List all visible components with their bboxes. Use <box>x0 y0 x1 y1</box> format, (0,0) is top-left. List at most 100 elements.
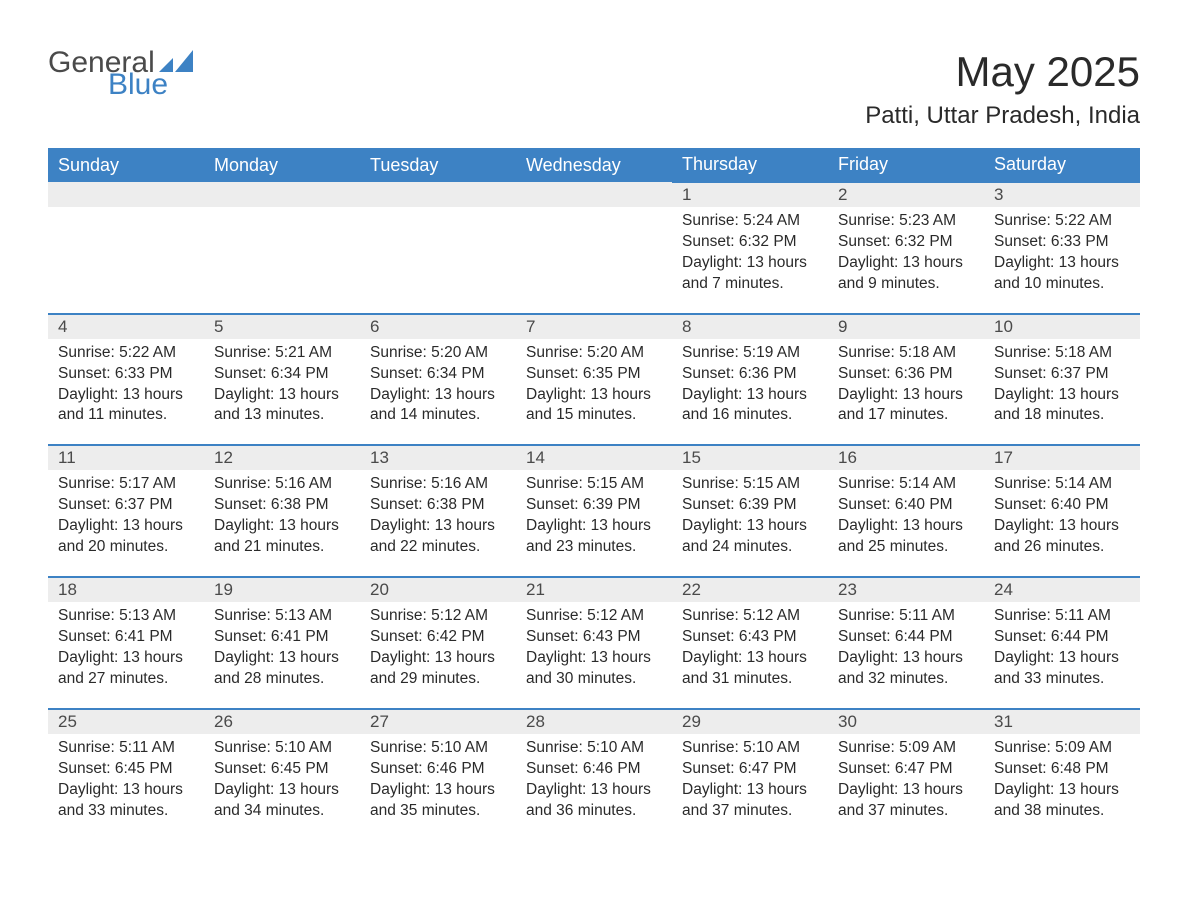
sunset-line: Sunset: 6:45 PM <box>214 759 350 780</box>
sunrise-line: Sunrise: 5:20 AM <box>370 343 506 364</box>
daylight-line: Daylight: 13 hours and 28 minutes. <box>214 648 350 690</box>
sunrise-line: Sunrise: 5:10 AM <box>370 738 506 759</box>
sunset-line: Sunset: 6:40 PM <box>838 495 974 516</box>
day-number-cell: 16 <box>828 445 984 470</box>
day-header: Thursday <box>672 148 828 182</box>
day-details-cell: Sunrise: 5:21 AMSunset: 6:34 PMDaylight:… <box>204 339 360 446</box>
day-number-cell <box>360 182 516 207</box>
sunrise-line: Sunrise: 5:14 AM <box>994 474 1130 495</box>
day-number-cell: 18 <box>48 577 204 602</box>
day-number-cell: 10 <box>984 314 1140 339</box>
sunrise-line: Sunrise: 5:20 AM <box>526 343 662 364</box>
day-number-cell: 6 <box>360 314 516 339</box>
sunrise-line: Sunrise: 5:22 AM <box>994 211 1130 232</box>
daylight-line: Daylight: 13 hours and 23 minutes. <box>526 516 662 558</box>
daylight-line: Daylight: 13 hours and 27 minutes. <box>58 648 194 690</box>
daylight-line: Daylight: 13 hours and 38 minutes. <box>994 780 1130 822</box>
sunset-line: Sunset: 6:33 PM <box>58 364 194 385</box>
sunrise-line: Sunrise: 5:17 AM <box>58 474 194 495</box>
day-number-cell: 5 <box>204 314 360 339</box>
daylight-line: Daylight: 13 hours and 33 minutes. <box>994 648 1130 690</box>
day-number-cell: 28 <box>516 709 672 734</box>
sunrise-line: Sunrise: 5:14 AM <box>838 474 974 495</box>
day-number-cell: 4 <box>48 314 204 339</box>
daylight-line: Daylight: 13 hours and 16 minutes. <box>682 385 818 427</box>
day-number-cell: 11 <box>48 445 204 470</box>
sunrise-line: Sunrise: 5:18 AM <box>994 343 1130 364</box>
title-block: May 2025 Patti, Uttar Pradesh, India <box>865 48 1140 130</box>
sunrise-line: Sunrise: 5:24 AM <box>682 211 818 232</box>
day-number-cell: 22 <box>672 577 828 602</box>
sunrise-line: Sunrise: 5:23 AM <box>838 211 974 232</box>
day-details-cell: Sunrise: 5:10 AMSunset: 6:47 PMDaylight:… <box>672 734 828 840</box>
day-details-cell: Sunrise: 5:23 AMSunset: 6:32 PMDaylight:… <box>828 207 984 314</box>
day-details-cell: Sunrise: 5:12 AMSunset: 6:43 PMDaylight:… <box>516 602 672 709</box>
day-number-cell: 13 <box>360 445 516 470</box>
sunrise-line: Sunrise: 5:11 AM <box>58 738 194 759</box>
details-row: Sunrise: 5:13 AMSunset: 6:41 PMDaylight:… <box>48 602 1140 709</box>
sunset-line: Sunset: 6:33 PM <box>994 232 1130 253</box>
daynum-row: 25262728293031 <box>48 709 1140 734</box>
sunset-line: Sunset: 6:38 PM <box>370 495 506 516</box>
calendar-table: Sunday Monday Tuesday Wednesday Thursday… <box>48 148 1140 839</box>
month-title: May 2025 <box>865 48 1140 96</box>
sunset-line: Sunset: 6:39 PM <box>526 495 662 516</box>
sunrise-line: Sunrise: 5:16 AM <box>214 474 350 495</box>
sunset-line: Sunset: 6:43 PM <box>682 627 818 648</box>
brand-logo: General Blue <box>48 48 193 100</box>
daylight-line: Daylight: 13 hours and 21 minutes. <box>214 516 350 558</box>
day-details-cell: Sunrise: 5:13 AMSunset: 6:41 PMDaylight:… <box>48 602 204 709</box>
sunrise-line: Sunrise: 5:13 AM <box>214 606 350 627</box>
sunset-line: Sunset: 6:48 PM <box>994 759 1130 780</box>
day-details-cell: Sunrise: 5:12 AMSunset: 6:43 PMDaylight:… <box>672 602 828 709</box>
daylight-line: Daylight: 13 hours and 37 minutes. <box>682 780 818 822</box>
day-number-cell: 1 <box>672 182 828 207</box>
sunset-line: Sunset: 6:39 PM <box>682 495 818 516</box>
day-details-cell: Sunrise: 5:14 AMSunset: 6:40 PMDaylight:… <box>828 470 984 577</box>
daylight-line: Daylight: 13 hours and 18 minutes. <box>994 385 1130 427</box>
sunrise-line: Sunrise: 5:12 AM <box>526 606 662 627</box>
daynum-row: 45678910 <box>48 314 1140 339</box>
sunrise-line: Sunrise: 5:09 AM <box>838 738 974 759</box>
sunset-line: Sunset: 6:41 PM <box>58 627 194 648</box>
calendar-header-row: Sunday Monday Tuesday Wednesday Thursday… <box>48 148 1140 182</box>
daylight-line: Daylight: 13 hours and 20 minutes. <box>58 516 194 558</box>
day-details-cell <box>48 207 204 314</box>
day-details-cell: Sunrise: 5:22 AMSunset: 6:33 PMDaylight:… <box>48 339 204 446</box>
sunrise-line: Sunrise: 5:11 AM <box>994 606 1130 627</box>
sunset-line: Sunset: 6:35 PM <box>526 364 662 385</box>
day-details-cell: Sunrise: 5:11 AMSunset: 6:44 PMDaylight:… <box>828 602 984 709</box>
daylight-line: Daylight: 13 hours and 34 minutes. <box>214 780 350 822</box>
day-number-cell <box>516 182 672 207</box>
day-number-cell: 31 <box>984 709 1140 734</box>
sunset-line: Sunset: 6:37 PM <box>58 495 194 516</box>
sunset-line: Sunset: 6:44 PM <box>838 627 974 648</box>
sunrise-line: Sunrise: 5:10 AM <box>214 738 350 759</box>
day-details-cell: Sunrise: 5:12 AMSunset: 6:42 PMDaylight:… <box>360 602 516 709</box>
sunrise-line: Sunrise: 5:13 AM <box>58 606 194 627</box>
day-header: Wednesday <box>516 148 672 182</box>
sunrise-line: Sunrise: 5:12 AM <box>370 606 506 627</box>
day-number-cell: 27 <box>360 709 516 734</box>
sunrise-line: Sunrise: 5:21 AM <box>214 343 350 364</box>
day-details-cell: Sunrise: 5:11 AMSunset: 6:44 PMDaylight:… <box>984 602 1140 709</box>
sunrise-line: Sunrise: 5:10 AM <box>526 738 662 759</box>
daylight-line: Daylight: 13 hours and 33 minutes. <box>58 780 194 822</box>
day-details-cell: Sunrise: 5:17 AMSunset: 6:37 PMDaylight:… <box>48 470 204 577</box>
sunset-line: Sunset: 6:36 PM <box>838 364 974 385</box>
day-number-cell: 9 <box>828 314 984 339</box>
day-details-cell: Sunrise: 5:22 AMSunset: 6:33 PMDaylight:… <box>984 207 1140 314</box>
day-header: Monday <box>204 148 360 182</box>
sunset-line: Sunset: 6:47 PM <box>838 759 974 780</box>
sunset-line: Sunset: 6:32 PM <box>838 232 974 253</box>
daylight-line: Daylight: 13 hours and 10 minutes. <box>994 253 1130 295</box>
day-header: Friday <box>828 148 984 182</box>
sunrise-line: Sunrise: 5:19 AM <box>682 343 818 364</box>
day-number-cell <box>204 182 360 207</box>
daynum-row: 18192021222324 <box>48 577 1140 602</box>
day-number-cell: 30 <box>828 709 984 734</box>
day-number-cell: 3 <box>984 182 1140 207</box>
day-number-cell: 25 <box>48 709 204 734</box>
sunrise-line: Sunrise: 5:11 AM <box>838 606 974 627</box>
sunrise-line: Sunrise: 5:12 AM <box>682 606 818 627</box>
